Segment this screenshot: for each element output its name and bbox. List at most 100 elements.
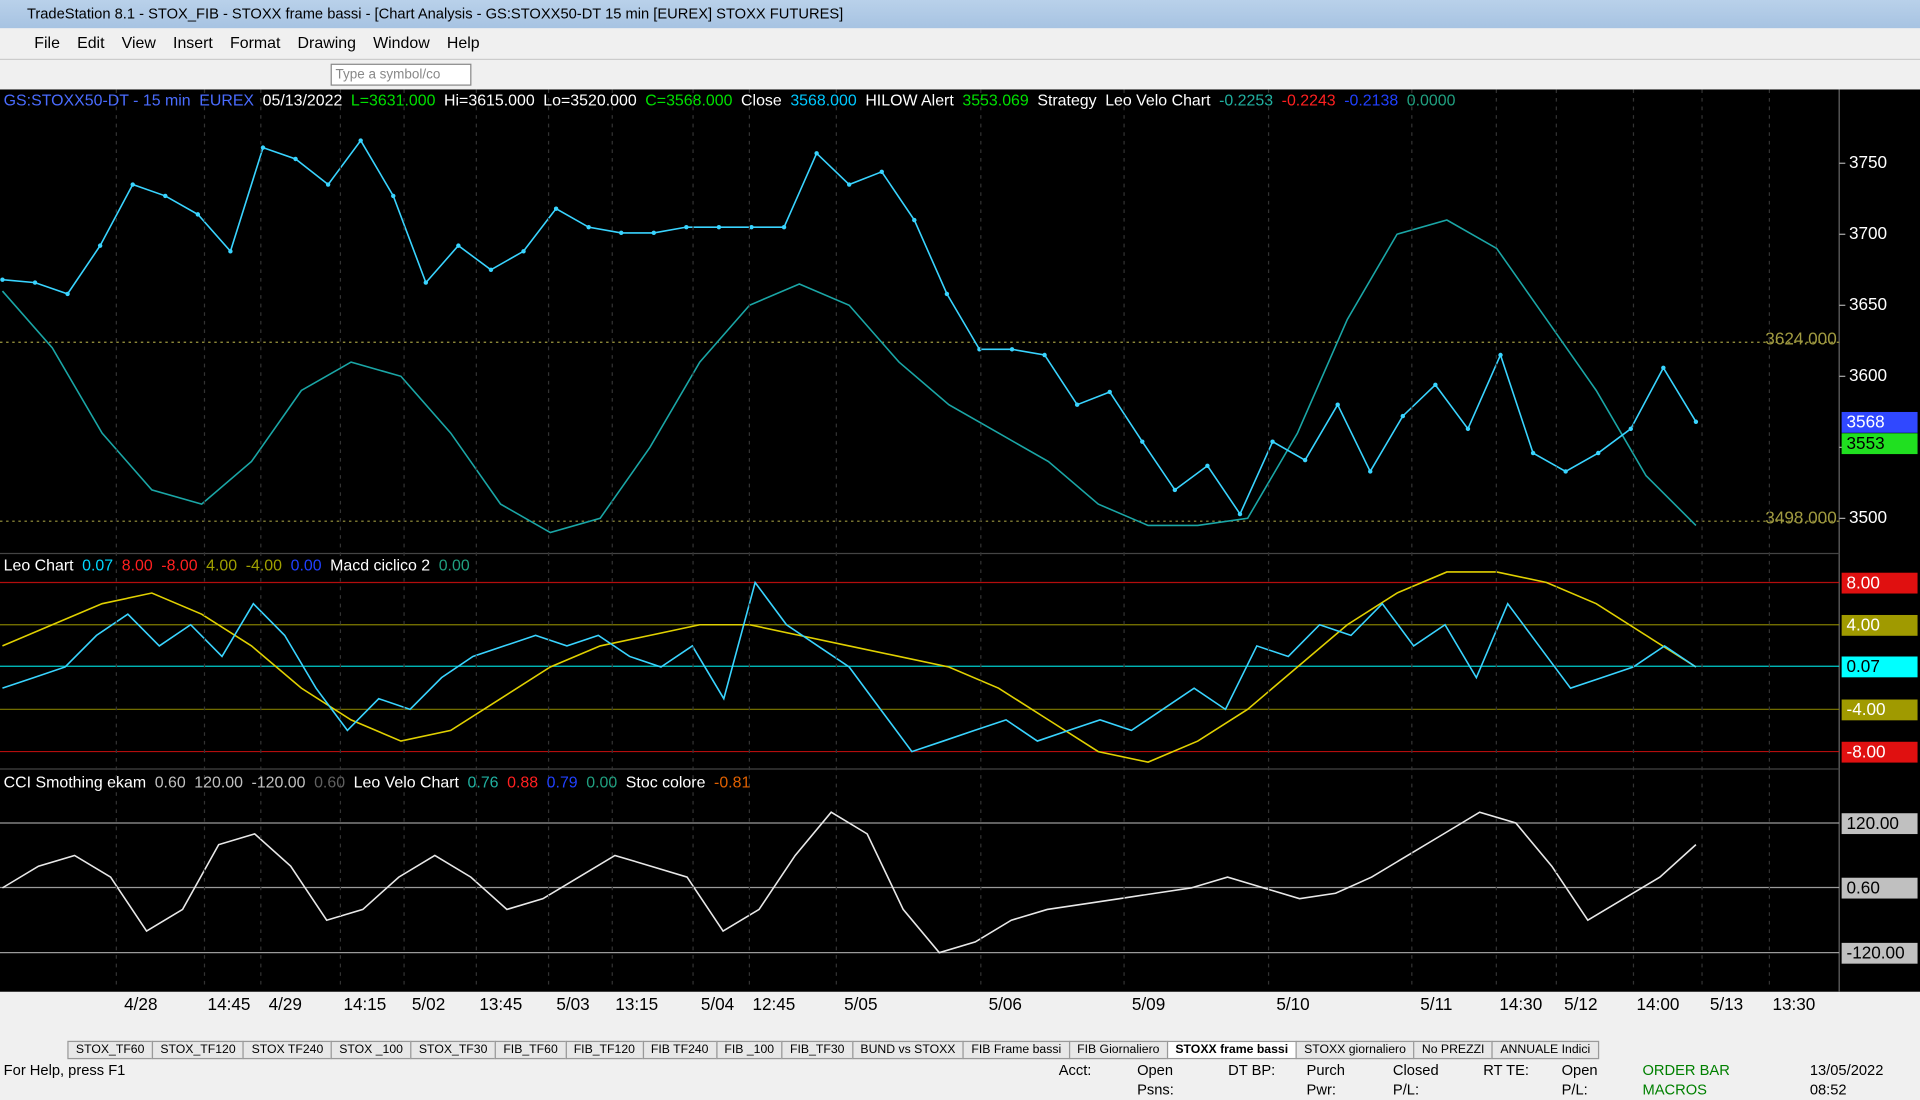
series-line <box>2 571 1697 763</box>
x-tick-label: 5/05 <box>844 994 877 1014</box>
price-dot <box>391 193 396 199</box>
x-tick-label: 5/13 <box>1710 994 1743 1014</box>
tab[interactable]: STOX_TF30 <box>410 1040 496 1060</box>
price-dot <box>553 206 559 211</box>
x-tick-label: 5/04 <box>701 994 735 1014</box>
menu-item[interactable]: Insert <box>173 33 213 52</box>
menu-item[interactable]: View <box>121 33 156 52</box>
status-field: DT BP: <box>1228 1061 1276 1079</box>
price-dot <box>1335 402 1340 407</box>
price-dot <box>1009 347 1015 352</box>
header-item: 0.60 <box>314 772 346 792</box>
price-dot <box>1433 382 1438 388</box>
price-dot <box>1237 511 1243 517</box>
header-item: Hi=3615.000 <box>444 90 535 109</box>
header-item: L=3631.000 <box>350 90 436 109</box>
tab[interactable]: STOX_TF60 <box>67 1040 154 1060</box>
header-item: 0.76 <box>467 772 499 792</box>
status-field: Open P/L: <box>1561 1061 1598 1099</box>
header-item: 0.88 <box>507 772 539 792</box>
price-tag-label: 3568 <box>1847 412 1885 432</box>
y-tick-label: 3600 <box>1849 365 1887 385</box>
status-macros[interactable]: ORDER BAR MACROS <box>1642 1061 1730 1099</box>
menu-item[interactable]: Window <box>373 33 430 52</box>
header-item: 3553.069 <box>962 90 1029 109</box>
price-tag <box>1841 813 1918 835</box>
menu-item[interactable]: Help <box>446 33 480 52</box>
workspace-tabs: STOX_TF60 STOX_TF120 STOX TF240 STOX _100 ST… <box>67 1040 1599 1060</box>
menu-item[interactable]: Edit <box>77 33 105 52</box>
header-item: CCI Smothing ekam <box>3 772 147 792</box>
status-field: Acct: <box>1058 1061 1092 1079</box>
price-dot <box>488 267 494 272</box>
tab[interactable]: STOX _100 <box>330 1040 412 1060</box>
menu-item[interactable]: File <box>34 33 60 52</box>
header-item: C=3568.000 <box>645 90 733 109</box>
price-dot <box>1498 352 1503 358</box>
price-dot <box>1400 413 1406 419</box>
price-tag-label: 3553 <box>1847 433 1885 453</box>
price-dot <box>163 193 168 199</box>
header-item: -0.81 <box>714 772 751 792</box>
y-tick-label: 3700 <box>1849 223 1887 243</box>
tab[interactable]: FIB_TF60 <box>494 1040 567 1060</box>
header-item: Leo Chart <box>3 555 74 575</box>
price-tag-label: -4.00 <box>1847 699 1886 719</box>
price-dot <box>195 212 201 217</box>
header-item: -0.2253 <box>1219 90 1274 109</box>
tab[interactable]: FIB_TF30 <box>781 1040 854 1060</box>
menu-item[interactable]: Format <box>229 33 281 52</box>
x-tick-label: 5/12 <box>1564 994 1597 1014</box>
menu-item[interactable]: Drawing <box>297 33 356 52</box>
price-dot <box>846 182 852 187</box>
price-tag-label: -120.00 <box>1847 942 1905 962</box>
status-field: Open Psns: <box>1137 1061 1174 1099</box>
price-tag <box>1841 411 1918 433</box>
time-axis <box>0 991 1920 1017</box>
tab[interactable]: FIB Giornaliero <box>1068 1040 1169 1060</box>
header-item: Close <box>741 90 782 109</box>
x-tick-label: 4/29 <box>269 994 302 1014</box>
price-dot <box>65 291 70 297</box>
tab[interactable]: No PREZZI <box>1413 1040 1494 1060</box>
tab[interactable]: STOXX frame bassi <box>1166 1040 1297 1060</box>
tab[interactable]: FIB_TF120 <box>565 1040 644 1060</box>
price-dot <box>1563 469 1568 474</box>
header-item: -4.00 <box>245 555 283 575</box>
tab[interactable]: STOX_TF120 <box>151 1040 245 1060</box>
title-bar: TradeStation 8.1 - STOX_FIB - STOXX fram… <box>0 0 1920 29</box>
series-line <box>1 219 1697 534</box>
price-dot <box>1368 469 1373 474</box>
header-item: 8.00 <box>121 555 153 575</box>
header-item: GS:STOXX50-DT - 15 min <box>3 90 191 109</box>
tab[interactable]: FIB TF240 <box>642 1040 718 1060</box>
chart-background <box>0 89 1920 992</box>
tab[interactable]: BUND vs STOXX <box>851 1040 965 1060</box>
tab[interactable]: FIB _100 <box>715 1040 783 1060</box>
symbol-input[interactable]: Type a symbol/co <box>330 63 472 86</box>
price-dot <box>912 217 917 223</box>
tab[interactable]: STOXX giornaliero <box>1295 1040 1415 1060</box>
x-tick-label: 5/06 <box>989 994 1022 1014</box>
tab[interactable]: FIB Frame bassi <box>962 1040 1070 1060</box>
price-dot <box>0 277 5 282</box>
header-item: 0.60 <box>154 772 186 792</box>
price-dot <box>619 230 624 236</box>
tab[interactable]: ANNUALE Indici <box>1491 1040 1599 1060</box>
header-item: 120.00 <box>194 772 243 792</box>
pane-header: CCI Smothing ekam 0.60 120.00 -120.00 0.60 Le… <box>4 773 751 791</box>
price-dot <box>684 224 689 230</box>
price-dot <box>586 224 591 230</box>
price-dot <box>1302 457 1308 463</box>
price-tag-label: 120.00 <box>1847 813 1899 833</box>
toolbar: Type a symbol/co <box>0 58 1920 90</box>
price-tag-label: 4.00 <box>1847 615 1880 635</box>
price-dot <box>130 182 135 187</box>
level-label: 3624.000 <box>1765 328 1836 348</box>
pane-header: Leo Chart 0.07 8.00 -8.00 4.00 -4.00 0.00 Macd … <box>4 556 470 574</box>
pane-header: GS:STOXX50-DT - 15 min EUREX 05/13/2022 L=3… <box>4 91 1456 109</box>
price-dot <box>1661 365 1666 370</box>
price-dot <box>749 224 754 230</box>
price-dot <box>944 291 950 297</box>
tab[interactable]: STOX TF240 <box>243 1040 332 1060</box>
